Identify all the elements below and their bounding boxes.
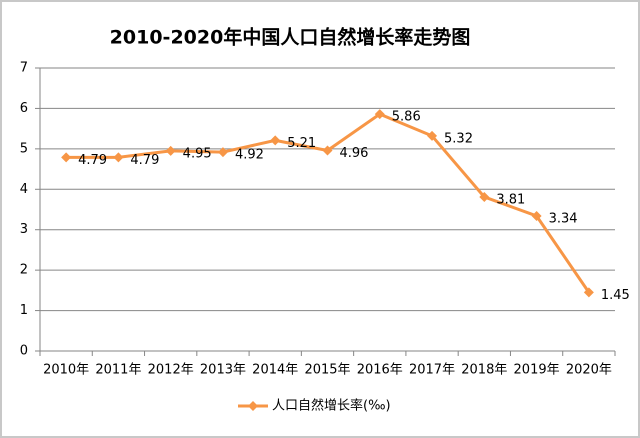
y-tick-label: 1	[20, 303, 28, 318]
y-tick-label: 5	[20, 141, 28, 156]
data-label: 3.34	[549, 211, 578, 226]
chart-title: 2010-2020年中国人口自然增长率走势图	[110, 26, 471, 49]
y-tick-label: 0	[20, 344, 28, 359]
data-label: 5.21	[287, 136, 316, 151]
y-tick-label: 2	[20, 263, 28, 278]
x-tick-label: 2014年	[252, 363, 298, 378]
x-tick-label: 2019年	[514, 363, 560, 378]
x-tick-label: 2013年	[200, 363, 246, 378]
marker	[61, 152, 72, 163]
data-label: 1.45	[601, 288, 630, 303]
marker	[113, 152, 124, 163]
y-tick-label: 3	[20, 222, 28, 237]
data-label: 4.95	[183, 146, 212, 161]
marker	[531, 210, 542, 221]
y-tick-label: 6	[20, 101, 28, 116]
data-label: 4.79	[78, 153, 107, 168]
marker	[479, 191, 490, 202]
marker	[270, 135, 281, 146]
x-tick-label: 2010年	[43, 363, 89, 378]
marker	[583, 287, 594, 298]
marker	[374, 109, 385, 120]
x-tick-label: 2018年	[461, 363, 507, 378]
y-tick-label: 7	[20, 61, 28, 76]
data-label: 4.79	[130, 153, 159, 168]
x-tick-label: 2016年	[357, 363, 403, 378]
marker	[427, 130, 438, 141]
x-tick-label: 2015年	[304, 363, 350, 378]
y-tick-label: 4	[20, 182, 28, 197]
data-label: 3.81	[496, 192, 525, 207]
x-tick-label: 2011年	[95, 363, 141, 378]
data-label: 5.32	[444, 131, 473, 146]
marker	[217, 147, 228, 158]
x-tick-label: 2017年	[409, 363, 455, 378]
x-tick-label: 2012年	[148, 363, 194, 378]
x-tick-label: 2020年	[566, 363, 612, 378]
marker	[322, 145, 333, 156]
data-label: 4.92	[235, 148, 264, 163]
legend-label: 人口自然增长率(‰)	[272, 398, 391, 414]
data-label: 4.96	[340, 146, 369, 161]
data-label: 5.86	[392, 110, 421, 125]
legend-marker	[248, 401, 258, 411]
marker	[165, 145, 176, 156]
